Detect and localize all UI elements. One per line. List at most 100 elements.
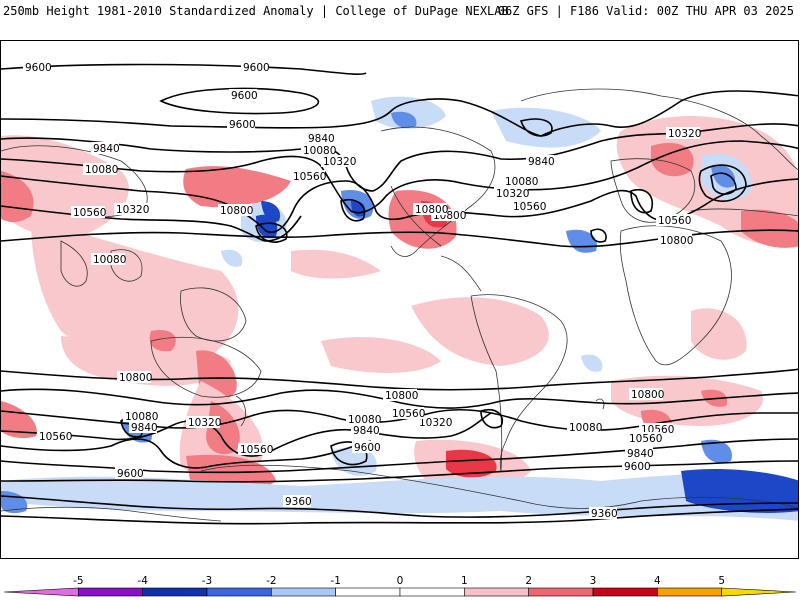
contour-label: 10560 xyxy=(627,432,662,445)
contour-label: 10320 xyxy=(186,416,221,429)
colorbar-tick-label: 1 xyxy=(461,575,468,587)
svg-text:9840: 9840 xyxy=(308,133,335,145)
svg-text:10320: 10320 xyxy=(496,188,529,200)
contour-label: 10320 xyxy=(417,416,452,429)
svg-text:10800: 10800 xyxy=(220,205,253,217)
contour-label: 10080 xyxy=(91,253,126,266)
svg-text:10320: 10320 xyxy=(116,204,149,216)
svg-text:10560: 10560 xyxy=(513,201,546,213)
svg-text:9840: 9840 xyxy=(353,425,380,437)
contour-label: 10800 xyxy=(117,371,152,384)
svg-text:10800: 10800 xyxy=(660,235,693,247)
contour-label: 9600 xyxy=(227,118,256,131)
contour-label: 10560 xyxy=(291,170,326,183)
colorbar-tick-label: 5 xyxy=(718,575,725,587)
contour-label: 10080 xyxy=(567,421,602,434)
colorbar-swatch xyxy=(464,587,529,597)
colorbar-tick-label: 4 xyxy=(654,575,661,587)
contour-label: 10800 xyxy=(413,203,448,216)
svg-text:9600: 9600 xyxy=(231,90,258,102)
colorbar-tick-label: -4 xyxy=(137,575,148,587)
colorbar-tick-label: 0 xyxy=(397,575,404,587)
svg-text:9600: 9600 xyxy=(117,468,144,480)
contour-label: 10800 xyxy=(383,389,418,402)
contour-label: 9840 xyxy=(91,142,120,155)
svg-text:9840: 9840 xyxy=(627,448,654,460)
colorbar-tick-label: -3 xyxy=(202,575,212,587)
contour-label: 10800 xyxy=(629,388,664,401)
colorbar-tick-label: 3 xyxy=(590,575,597,587)
svg-text:9840: 9840 xyxy=(93,143,120,155)
svg-text:10560: 10560 xyxy=(629,433,662,445)
colorbar-legend: -5 -4 -3 -2 -1 0 1 2 3 4 5 xyxy=(3,575,797,597)
svg-text:10800: 10800 xyxy=(631,389,664,401)
svg-text:10800: 10800 xyxy=(119,372,152,384)
contour-label: 10800 xyxy=(658,234,693,247)
contour-label: 9840 xyxy=(306,132,335,145)
svg-text:9840: 9840 xyxy=(131,422,158,434)
colorbar-swatch xyxy=(335,587,401,597)
contour-label: 10320 xyxy=(666,127,701,140)
model-run-info: 06Z GFS | F186 Valid: 00Z THU APR 03 202… xyxy=(497,4,794,18)
colorbar-tick-label: -1 xyxy=(330,575,340,587)
svg-text:10560: 10560 xyxy=(392,408,425,420)
svg-text:10320: 10320 xyxy=(668,128,701,140)
contour-label: 10080 xyxy=(301,144,336,157)
svg-text:9600: 9600 xyxy=(624,461,651,473)
anomaly-map: 9600 9600 9600 9600 9840 9840 9840 9840 … xyxy=(1,61,798,525)
svg-text:10560: 10560 xyxy=(658,215,691,227)
contour-label: 9840 xyxy=(526,155,555,168)
contour-label: 9840 xyxy=(129,421,158,434)
contour-label: 10080 xyxy=(503,175,538,188)
svg-text:10080: 10080 xyxy=(569,422,602,434)
coastlines xyxy=(1,88,798,522)
svg-text:10080: 10080 xyxy=(348,414,381,426)
svg-text:10080: 10080 xyxy=(303,145,336,157)
contour-label: 9840 xyxy=(351,424,380,437)
svg-text:9840: 9840 xyxy=(528,156,555,168)
svg-text:10800: 10800 xyxy=(385,390,418,402)
contour-label: 10560 xyxy=(390,407,425,420)
svg-text:10320: 10320 xyxy=(188,417,221,429)
contour-label: 10560 xyxy=(238,443,273,456)
svg-text:9600: 9600 xyxy=(25,62,52,74)
colorbar-swatch xyxy=(271,587,336,597)
svg-text:10800: 10800 xyxy=(415,204,448,216)
contour-label: 9360 xyxy=(283,495,312,508)
svg-text:10320: 10320 xyxy=(323,156,356,168)
colorbar-swatch xyxy=(142,587,208,597)
colorbar-swatch xyxy=(721,587,797,597)
contour-label: 10560 xyxy=(37,430,72,443)
contour-label-group: 9600 9600 9600 9600 9840 9840 9840 9840 … xyxy=(23,61,701,520)
contour-label: 9600 xyxy=(115,467,144,480)
svg-text:9600: 9600 xyxy=(243,62,270,74)
svg-text:10320: 10320 xyxy=(419,417,452,429)
colorbar-swatch xyxy=(206,587,272,597)
contour-label: 10560 xyxy=(71,206,106,219)
colorbar-swatch xyxy=(592,587,658,597)
contour-label: 10320 xyxy=(321,155,356,168)
colorbar-tick-label: 2 xyxy=(525,575,532,587)
svg-text:10080: 10080 xyxy=(125,411,158,423)
colorbar-tick-label: -5 xyxy=(73,575,83,587)
contour-label: 10080 xyxy=(83,163,118,176)
svg-text:10080: 10080 xyxy=(93,254,126,266)
colorbar-swatches xyxy=(3,587,797,597)
svg-text:10080: 10080 xyxy=(505,176,538,188)
contour-label: 10320 xyxy=(494,187,529,200)
colorbar-swatch xyxy=(3,587,79,597)
contour-label: 9840 xyxy=(625,447,654,460)
svg-text:10560: 10560 xyxy=(73,207,106,219)
contour-label: 10080 xyxy=(346,413,381,426)
contour-label: 9600 xyxy=(352,441,381,454)
contour-label: 10800 xyxy=(218,204,253,217)
contour-label: 10560 xyxy=(656,214,691,227)
colorbar-tick-labels: -5 -4 -3 -2 -1 0 1 2 3 4 5 xyxy=(73,575,725,587)
svg-text:9600: 9600 xyxy=(354,442,381,454)
contour-label: 9600 xyxy=(23,61,52,74)
contour-label: 9600 xyxy=(229,89,258,102)
colorbar-swatch xyxy=(78,587,143,597)
colorbar-swatch xyxy=(528,587,594,597)
contour-label: 10560 xyxy=(511,200,546,213)
map-panel: 9600 9600 9600 9600 9840 9840 9840 9840 … xyxy=(0,40,799,559)
